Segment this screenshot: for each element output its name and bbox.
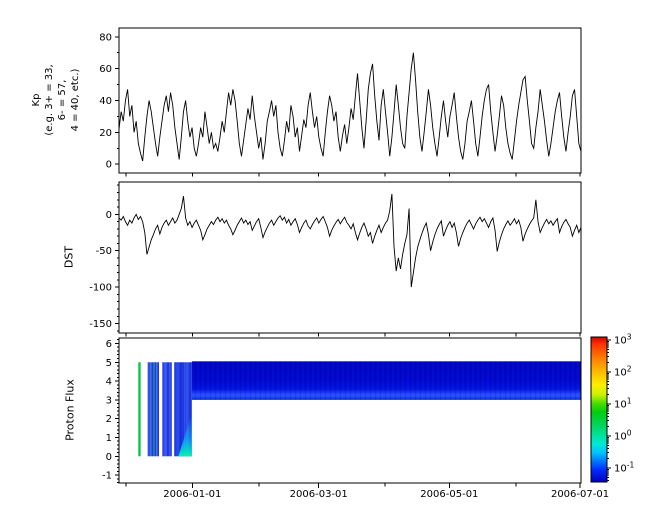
- proton-flux-band-texture: [191, 361, 581, 400]
- kp-ytick-label: 0: [106, 160, 112, 171]
- colorbar-tick-label: 102: [614, 364, 632, 378]
- proton_flux-ytick-label: 6: [106, 339, 112, 350]
- kp-axis-label-line1: Kp: [31, 93, 42, 107]
- dst-series-line: [118, 193, 582, 288]
- proton-flux-stripe-texture: [147, 362, 159, 457]
- proton-flux-glow: [178, 413, 192, 457]
- kp-ytick-label: 40: [99, 96, 112, 107]
- dst-panel-frame: [118, 181, 582, 334]
- dst-ytick-label: 0: [106, 210, 112, 221]
- xtick-label: 2006-01-01: [163, 489, 221, 500]
- colorbar-gradient: [591, 337, 607, 482]
- kp-series-line: [118, 52, 582, 162]
- colorbar-tick-label: 100: [614, 428, 632, 442]
- proton_flux-ytick-label: 0: [106, 452, 112, 463]
- colorbar-tick-label: 103: [614, 332, 632, 346]
- kp-panel-frame: [118, 27, 582, 174]
- dst-ytick-label: -100: [89, 283, 112, 294]
- kp-ytick-label: 60: [99, 64, 112, 75]
- proton_flux-ytick-label: 3: [106, 395, 112, 406]
- kp-axis-label-line3: 6- = 57,: [57, 79, 68, 121]
- xtick-label: 2006-03-01: [290, 489, 348, 500]
- colorbar-frame: [590, 336, 608, 483]
- kp-ytick-label: 80: [99, 32, 112, 43]
- proton_flux-ytick-label: 4: [106, 377, 112, 388]
- proton_flux-panel-frame: [118, 337, 582, 484]
- kp-ytick-label: 20: [99, 128, 112, 139]
- proton-flux-stripe-texture: [138, 362, 141, 457]
- xtick-label: 2006-07-01: [551, 489, 609, 500]
- kp-axis-label-line2: (e.g. 3+ = 33,: [44, 64, 55, 136]
- proton-flux-axis-label: Proton Flux: [63, 379, 77, 441]
- proton_flux-ytick-label: -1: [102, 471, 112, 482]
- dst-ytick-label: -50: [96, 246, 112, 257]
- kp-axis-label: Kp (e.g. 3+ = 33, 6- = 57, 4 = 40, etc.): [30, 64, 82, 135]
- xtick-label: 2006-05-01: [420, 489, 478, 500]
- dst-ytick-label: -150: [89, 319, 112, 330]
- dst-axis-label: DST: [62, 245, 76, 269]
- proton_flux-ytick-label: 1: [106, 433, 112, 444]
- colorbar-tick-label: 10-1: [614, 460, 634, 474]
- kp-axis-label-line4: 4 = 40, etc.): [70, 68, 81, 132]
- proton_flux-ytick-label: 2: [106, 414, 112, 425]
- proton-flux-stripe-texture: [162, 362, 172, 457]
- colorbar-tick-label: 101: [614, 396, 632, 410]
- proton_flux-ytick-label: 5: [106, 358, 112, 369]
